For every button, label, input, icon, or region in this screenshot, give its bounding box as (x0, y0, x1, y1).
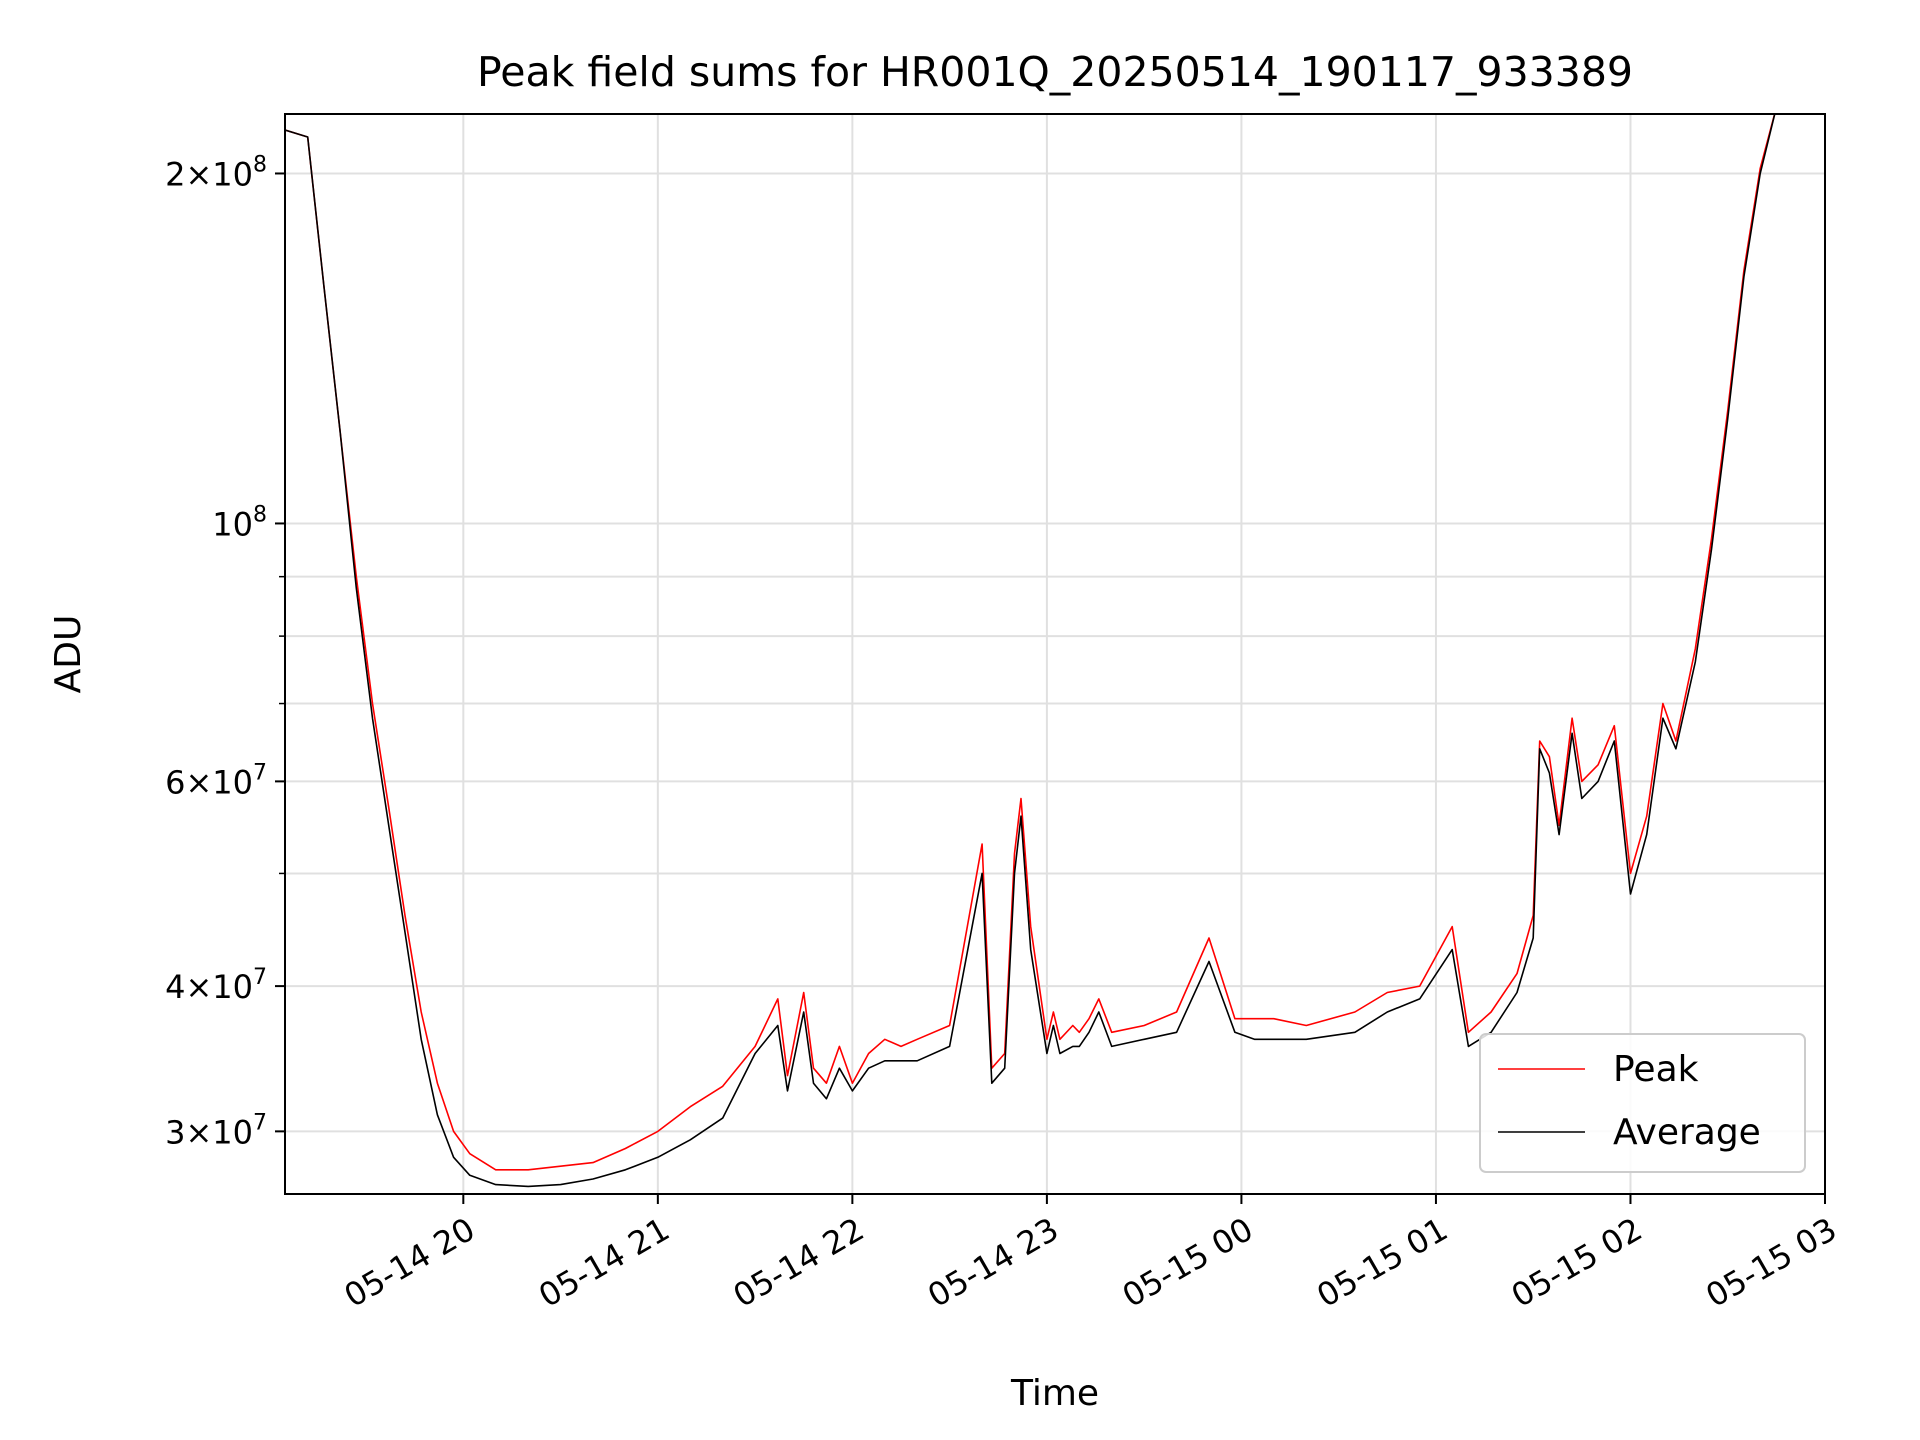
y-tick-label: 108 (212, 502, 267, 543)
chart-title: Peak field sums for HR001Q_20250514_1901… (477, 48, 1633, 96)
y-tick-label: 6×107 (165, 760, 267, 801)
y-tick-label: 2×108 (165, 152, 267, 193)
y-axis-label: ADU (48, 615, 89, 694)
legend: Peak Average (1479, 1033, 1806, 1173)
grid (285, 114, 1825, 1194)
series-line-average (285, 114, 1776, 1188)
x-axis-label: Time (1010, 1373, 1099, 1414)
plot-area (285, 114, 1776, 1188)
legend-average-label: Average (1613, 1112, 1761, 1153)
y-tick-label: 4×107 (165, 965, 267, 1006)
legend-peak-label: Peak (1613, 1049, 1699, 1090)
y-tick-label: 3×107 (165, 1110, 267, 1151)
series-line-peak (285, 114, 1776, 1171)
axes-frame (284, 113, 1826, 1195)
